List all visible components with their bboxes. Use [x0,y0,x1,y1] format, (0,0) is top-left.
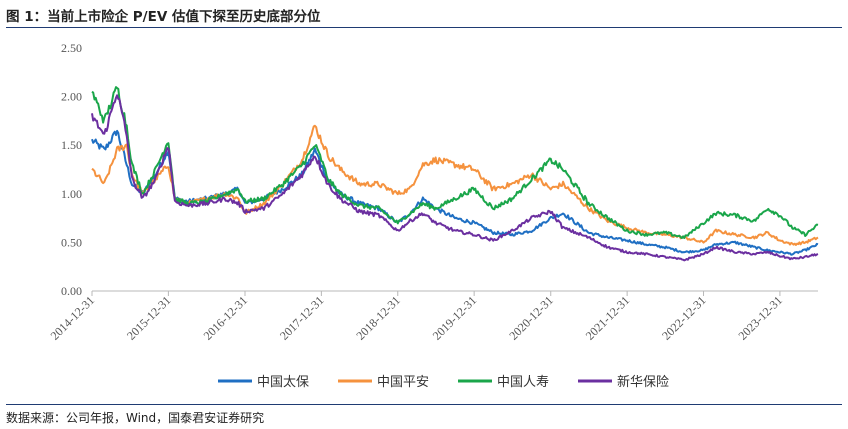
data-source-note: 数据来源：公司年报，Wind，国泰君安证券研究 [6,411,265,425]
x-tick-label: 2019-12-31 [430,293,479,342]
series-line-3 [91,94,819,262]
series-line-2 [91,86,819,239]
legend-label: 中国太保 [257,375,309,390]
legend-label: 中国人寿 [497,375,549,390]
title-divider [6,27,842,28]
x-tick-label: 2016-12-31 [201,293,250,342]
y-tick-label: 0.50 [61,235,82,249]
y-tick-label: 1.00 [61,187,82,201]
y-tick-label: 0.00 [61,284,82,298]
x-tick-label: 2021-12-31 [583,293,632,342]
series-layer [91,86,819,262]
legend: 中国太保 中国平安 中国人寿 新华保险 [218,374,669,390]
series-line-0 [91,129,819,256]
x-tick-label: 2018-12-31 [353,293,402,342]
x-tick-label: 2015-12-31 [124,293,173,342]
legend-label: 新华保险 [617,374,669,390]
x-axis: 2014-12-31 2015-12-31 2016-12-31 2017-12-31… [48,290,818,343]
y-tick-label: 1.50 [61,138,82,152]
x-tick-label: 2020-12-31 [506,293,555,342]
y-axis: 0.00 0.50 1.00 1.50 2.00 2.50 [61,41,82,298]
source-divider [6,404,842,405]
figure-title: 图 1：当前上市险企 P/EV 估值下探至历史底部分位 [6,9,321,25]
pev-line-chart: 0.00 0.50 1.00 1.50 2.00 2.50 2014-12-31 2015-… [48,41,819,390]
legend-label: 中国平安 [377,375,429,390]
y-tick-label: 2.50 [61,41,82,55]
x-tick-label: 2014-12-31 [48,293,97,342]
x-tick-label: 2017-12-31 [277,293,326,342]
y-tick-label: 2.00 [61,90,82,104]
series-line-1 [91,124,819,246]
x-tick-label: 2022-12-31 [659,293,708,342]
x-tick-label: 2023-12-31 [736,293,785,342]
